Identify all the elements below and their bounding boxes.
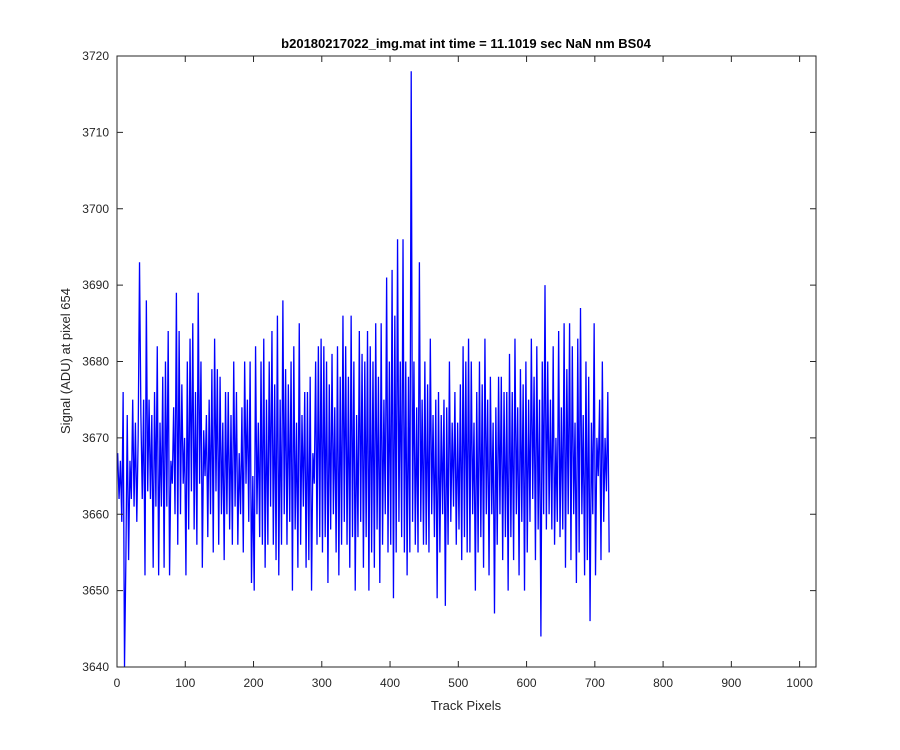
signal-series-line (117, 71, 610, 668)
x-tick-label: 500 (448, 676, 468, 690)
plot-area (117, 56, 816, 667)
axes-box (116, 55, 817, 668)
x-tick-label: 100 (175, 676, 195, 690)
x-tick-label: 600 (517, 676, 537, 690)
axis-ticks: 0 100 200 300 400 500 600 700 800 900 1000 3640 3650… (82, 49, 816, 690)
x-tick-label: 400 (380, 676, 400, 690)
x-tick-label: 300 (312, 676, 332, 690)
x-tick-label: 1000 (786, 676, 813, 690)
x-tick-label: 700 (585, 676, 605, 690)
x-axis-label: Track Pixels (431, 698, 502, 713)
y-tick-label: 3660 (82, 507, 109, 521)
y-tick-label: 3700 (82, 202, 109, 216)
data-layer (117, 71, 610, 668)
y-tick-label: 3710 (82, 125, 109, 139)
x-tick-label: 900 (721, 676, 741, 690)
y-axis-label: Signal (ADU) at pixel 654 (58, 288, 73, 434)
y-tick-label: 3670 (82, 431, 109, 445)
x-tick-label: 800 (653, 676, 673, 690)
y-tick-label: 3720 (82, 49, 109, 63)
y-tick-label: 3650 (82, 584, 109, 598)
x-tick-label: 200 (244, 676, 264, 690)
y-tick-label: 3690 (82, 278, 109, 292)
y-tick-label: 3640 (82, 660, 109, 674)
x-tick-label: 0 (114, 676, 121, 690)
chart-title: b20180217022_img.mat int time = 11.1019 … (281, 36, 651, 51)
y-tick-label: 3680 (82, 355, 109, 369)
